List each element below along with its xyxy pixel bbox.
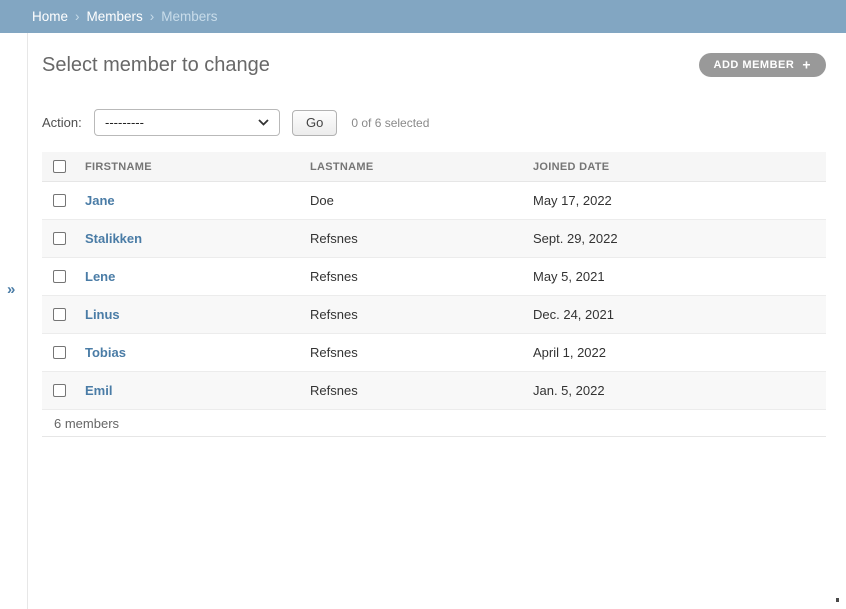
row-checkbox[interactable] <box>53 346 66 359</box>
member-link[interactable]: Stalikken <box>85 231 143 246</box>
joined-date-cell: May 17, 2022 <box>533 193 612 208</box>
breadcrumb-current-page: Members <box>161 9 218 24</box>
members-table: FIRSTNAME LASTNAME JOINED DATE Jane Doe … <box>42 152 826 437</box>
row-checkbox[interactable] <box>53 384 66 397</box>
row-checkbox[interactable] <box>53 270 66 283</box>
column-header-joined-date: JOINED DATE <box>533 160 610 173</box>
member-link[interactable]: Tobias <box>85 345 126 360</box>
member-link[interactable]: Lene <box>85 269 116 284</box>
action-label: Action: <box>42 115 82 130</box>
lastname-cell: Refsnes <box>310 345 358 360</box>
joined-date-cell: Jan. 5, 2022 <box>533 383 605 398</box>
table-row: Stalikken Refsnes Sept. 29, 2022 <box>42 220 826 258</box>
table-row: Jane Doe May 17, 2022 <box>42 182 826 220</box>
lastname-cell: Refsnes <box>310 307 358 322</box>
row-checkbox[interactable] <box>53 308 66 321</box>
column-header-firstname: FIRSTNAME <box>85 160 152 173</box>
main-content: Select member to change ADD MEMBER + Act… <box>42 33 826 437</box>
chevron-down-icon <box>258 119 269 126</box>
table-row: Lene Refsnes May 5, 2021 <box>42 258 826 296</box>
member-link[interactable]: Jane <box>85 193 115 208</box>
breadcrumb: Home › Members › Members <box>0 0 846 33</box>
page-header: Select member to change ADD MEMBER + <box>42 52 826 78</box>
joined-date-cell: Dec. 24, 2021 <box>533 307 614 322</box>
joined-date-cell: Sept. 29, 2022 <box>533 231 618 246</box>
table-header-row: FIRSTNAME LASTNAME JOINED DATE <box>42 152 826 182</box>
lastname-cell: Refsnes <box>310 269 358 284</box>
plus-icon: + <box>802 56 811 73</box>
collapsed-sidebar <box>0 33 28 609</box>
action-select-value: --------- <box>105 115 144 130</box>
member-link[interactable]: Linus <box>85 307 120 322</box>
go-button[interactable]: Go <box>292 109 338 136</box>
page-title: Select member to change <box>42 54 270 76</box>
column-header-lastname: LASTNAME <box>310 160 374 173</box>
lastname-cell: Refsnes <box>310 231 358 246</box>
selection-status: 0 of 6 selected <box>351 115 430 130</box>
breadcrumb-link-home[interactable]: Home <box>32 9 69 24</box>
table-row: Emil Refsnes Jan. 5, 2022 <box>42 372 826 410</box>
table-row: Tobias Refsnes April 1, 2022 <box>42 334 826 372</box>
row-checkbox[interactable] <box>53 232 66 245</box>
breadcrumb-separator: › <box>75 9 80 24</box>
row-checkbox[interactable] <box>53 194 66 207</box>
joined-date-cell: April 1, 2022 <box>533 345 606 360</box>
cursor-dot <box>836 598 839 602</box>
breadcrumb-separator: › <box>149 9 155 24</box>
lastname-cell: Doe <box>310 193 334 208</box>
lastname-cell: Refsnes <box>310 383 358 398</box>
member-link[interactable]: Emil <box>85 383 113 398</box>
select-all-checkbox[interactable] <box>53 160 66 173</box>
add-member-button-label: ADD MEMBER <box>713 59 795 71</box>
breadcrumb-link-members[interactable]: Members <box>86 9 143 24</box>
sidebar-expand-toggle[interactable]: » <box>7 281 16 298</box>
joined-date-cell: May 5, 2021 <box>533 269 605 284</box>
add-member-button[interactable]: ADD MEMBER + <box>698 53 826 77</box>
member-count: 6 members <box>42 410 826 437</box>
action-select[interactable]: --------- <box>94 109 280 136</box>
actions-bar: Action: --------- Go 0 of 6 selected <box>42 109 826 136</box>
table-row: Linus Refsnes Dec. 24, 2021 <box>42 296 826 334</box>
